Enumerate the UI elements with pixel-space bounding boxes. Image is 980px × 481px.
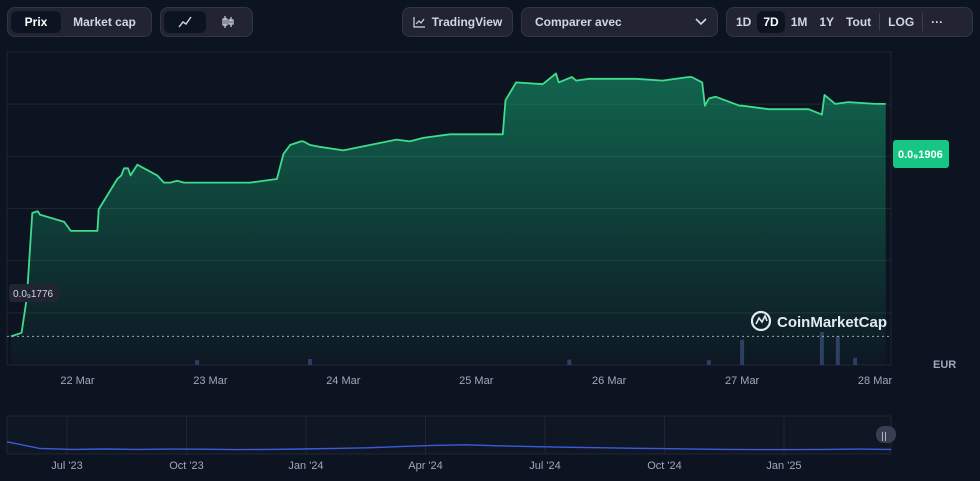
range-all[interactable]: Tout (846, 15, 872, 29)
watermark-text: CoinMarketCap (777, 314, 887, 331)
x-tick-label: 26 Mar (592, 375, 627, 387)
tradingview-icon (413, 17, 425, 28)
x-tick-label: 24 Mar (326, 375, 361, 387)
navigator-tick-label: Jul '24 (529, 460, 560, 472)
tradingview-button[interactable]: TradingView (402, 7, 513, 37)
coinmarketcap-watermark: CoinMarketCap (750, 310, 887, 332)
price-area-fill (11, 73, 886, 365)
line-chart-button[interactable] (164, 11, 206, 33)
tradingview-button-inner: TradingView (405, 11, 510, 33)
range-divider (922, 13, 924, 31)
x-tick-label: 27 Mar (725, 375, 760, 387)
price-line (10, 72, 886, 338)
navigator-handle-grip-icon: || (881, 432, 887, 442)
range-7d[interactable]: 7D (757, 11, 785, 33)
log-scale-button[interactable]: LOG (888, 15, 915, 29)
navigator-handle-bg (876, 426, 896, 443)
x-tick-label: 25 Mar (459, 375, 494, 387)
more-options-button[interactable]: ··· (931, 15, 944, 29)
tradingview-label: TradingView (431, 15, 503, 29)
metric-toggle: Prix Market cap (7, 7, 152, 37)
navigator-tick-label: Oct '24 (647, 460, 682, 472)
current-price-badge-bg (893, 140, 949, 168)
x-tick-label: 28 Mar (858, 375, 893, 387)
candlestick-button[interactable] (206, 11, 249, 33)
chevron-down-icon (695, 18, 707, 26)
chart-style-toggle (160, 7, 253, 37)
navigator-tick-label: Jul '23 (51, 460, 82, 472)
currency-label: EUR (933, 359, 956, 371)
range-1m[interactable]: 1M (790, 15, 808, 29)
navigator-tick-label: Apr '24 (408, 460, 443, 472)
current-price-text: 0.0₉1906 (898, 149, 943, 161)
tab-market-cap[interactable]: Market cap (73, 15, 136, 29)
line-chart-icon (178, 16, 192, 28)
tab-price[interactable]: Prix (11, 11, 61, 33)
navigator-tick-label: Jan '24 (288, 460, 323, 472)
coinmarketcap-logo-icon (750, 310, 772, 332)
chart-toolbar: Prix Market cap TradingView Co (7, 7, 973, 37)
x-tick-label: 22 Mar (60, 375, 95, 387)
start-price-text: 0.0₉1776 (13, 289, 54, 300)
candlestick-icon (221, 16, 234, 28)
start-price-label: 0.0₉1776 (9, 284, 59, 302)
compare-label: Comparer avec (535, 15, 622, 29)
x-tick-label: 23 Mar (193, 375, 228, 387)
navigator-handle[interactable]: || (876, 426, 896, 443)
navigator-line (6, 441, 892, 451)
range-divider (879, 13, 881, 31)
compare-dropdown[interactable]: Comparer avec (521, 7, 718, 37)
start-price-label-bg (9, 284, 59, 302)
navigator-tick-label: Jan '25 (766, 460, 801, 472)
range-selector: 1D 7D 1M 1Y Tout LOG ··· (726, 7, 973, 37)
navigator-frame (6, 415, 892, 455)
range-1d[interactable]: 1D (736, 15, 752, 29)
current-price-badge: 0.0₉1906 (893, 140, 949, 168)
navigator-tick-label: Oct '23 (169, 460, 204, 472)
range-1y[interactable]: 1Y (819, 15, 835, 29)
